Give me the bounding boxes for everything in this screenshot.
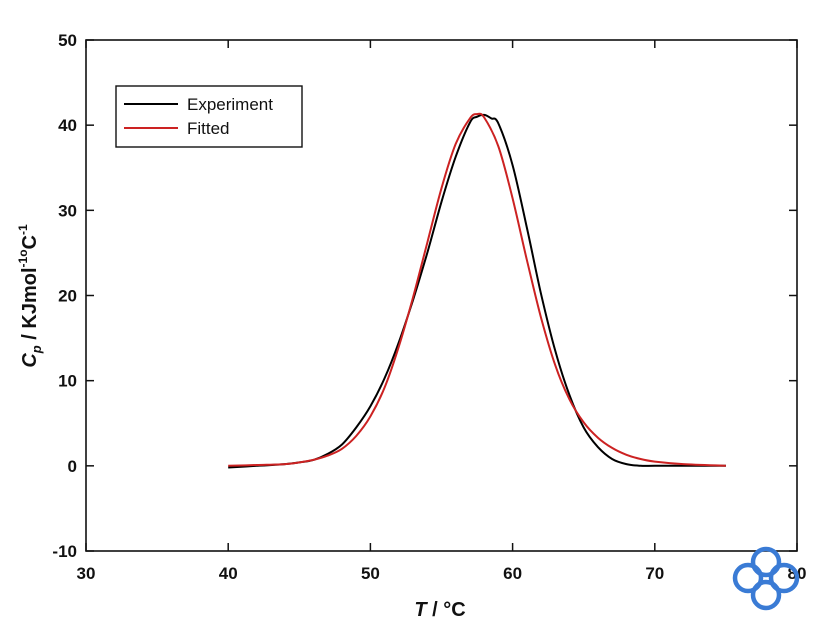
x-tick-label: 30 — [77, 564, 96, 583]
legend-label-experiment: Experiment — [187, 95, 273, 114]
x-tick-label: 60 — [503, 564, 522, 583]
legend: Experiment Fitted — [115, 85, 303, 148]
y-axis-mid: o — [16, 249, 30, 256]
x-tick-label: 50 — [361, 564, 380, 583]
y-tick-label: 20 — [58, 287, 77, 306]
y-axis-unit2: C — [19, 235, 41, 249]
x-axis-var: T — [414, 599, 428, 621]
logo-ring-bottom — [750, 579, 782, 611]
y-axis-var: C — [19, 353, 41, 368]
y-axis-sub: p — [29, 345, 44, 354]
y-tick-label: 50 — [58, 31, 77, 50]
x-tick-label: 70 — [645, 564, 664, 583]
series-lines — [228, 112, 726, 469]
y-tick-label: 30 — [58, 201, 77, 220]
y-tick-label: -10 — [52, 542, 77, 561]
legend-label-fitted: Fitted — [187, 119, 230, 138]
logo-ring-top — [750, 546, 782, 578]
y-tick-label: 40 — [58, 116, 77, 135]
series-line-fitted — [228, 112, 726, 467]
x-axis-title: T / °C — [414, 599, 465, 621]
legend-box — [115, 85, 303, 148]
series-line-experiment — [228, 113, 726, 469]
logo-ring-left — [732, 562, 764, 594]
y-axis-title: Cp / KJmol-1oC-1 — [16, 224, 44, 368]
logo-ring-right — [768, 562, 800, 594]
logo-icon — [732, 546, 800, 611]
y-axis-sup1: -1 — [16, 256, 30, 267]
x-axis-unit: / °C — [427, 599, 466, 621]
x-tick-label: 40 — [219, 564, 238, 583]
y-tick-label: 0 — [68, 457, 77, 476]
y-axis-unit: / KJmol — [19, 267, 41, 345]
y-tick-label: 10 — [58, 372, 77, 391]
y-axis-sup2: -1 — [16, 224, 30, 235]
